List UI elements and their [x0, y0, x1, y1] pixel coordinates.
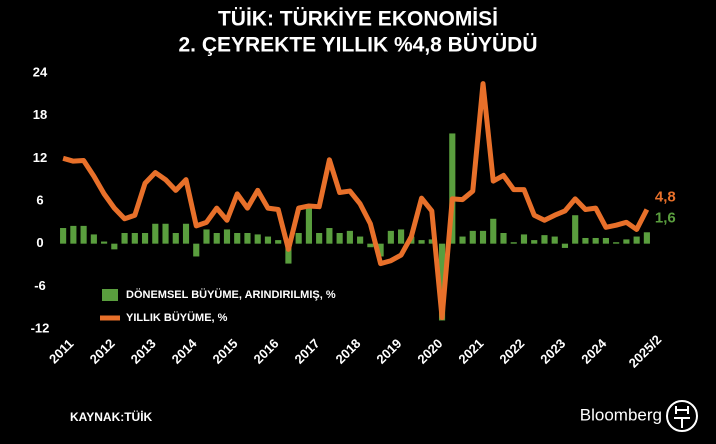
bar [193, 243, 200, 257]
x-tick-label: 2020 [414, 336, 445, 367]
bar [613, 242, 620, 244]
line [62, 81, 650, 321]
y-tick-label: -12 [31, 320, 50, 335]
bar [510, 242, 517, 244]
bar [357, 236, 364, 244]
bar [141, 233, 149, 244]
bar [244, 233, 251, 244]
x-tick-label: 2018 [332, 336, 363, 367]
bar [387, 230, 394, 244]
bar [101, 241, 108, 244]
x-tick-label: 2014 [169, 335, 201, 367]
bar [602, 237, 609, 244]
bar [285, 243, 292, 264]
bar [346, 230, 353, 244]
bar [213, 233, 220, 244]
brand: Bloomberg [580, 405, 662, 424]
bar [623, 239, 630, 244]
bar [520, 234, 528, 244]
x-tick-label: 2012 [87, 336, 118, 367]
bar [305, 206, 312, 244]
bar [111, 243, 118, 250]
bar [490, 218, 497, 244]
bar [398, 229, 405, 244]
bar [377, 243, 384, 257]
bar [60, 228, 67, 244]
legend-label: YILLIK BÜYÜME, % [126, 311, 228, 324]
x-tick-label: 2021 [455, 336, 486, 367]
bar [172, 233, 179, 244]
x-tick-label: 2024 [578, 335, 610, 367]
legend-swatch [102, 289, 118, 301]
bar [295, 233, 302, 244]
bar [203, 229, 210, 244]
bar [336, 233, 343, 244]
bar [152, 223, 159, 244]
chart-title: TÜİK: TÜRKİYE EKONOMİSİ [218, 8, 498, 31]
bar [275, 240, 282, 244]
y-tick-label: 6 [36, 192, 43, 207]
legend-label: DÖNEMSEL BÜYÜME, ARINDIRILMIŞ, % [126, 288, 336, 301]
bar [80, 225, 87, 244]
bar [316, 233, 323, 244]
bar [449, 133, 456, 244]
data-label: 4,8 [655, 189, 676, 206]
bar [326, 228, 333, 244]
bar [418, 240, 425, 244]
brand-logo [666, 400, 698, 432]
x-tick-label: 2017 [292, 336, 323, 367]
bar [551, 236, 558, 244]
chart-subtitle: 2. ÇEYREKTE YILLIK %4,8 BÜYÜDÜ [178, 34, 537, 57]
bar [234, 233, 241, 244]
x-tick-label: 2015 [210, 336, 241, 367]
bar [531, 240, 538, 244]
x-tick-label: 2013 [128, 336, 159, 367]
y-tick-label: 0 [36, 235, 43, 250]
bar [643, 232, 650, 244]
bar [70, 225, 77, 244]
bar [121, 233, 128, 244]
bar [264, 236, 272, 244]
bar [572, 215, 579, 244]
bar [131, 233, 138, 244]
bar [182, 223, 190, 244]
y-tick-label: 24 [33, 64, 48, 79]
bar [561, 243, 569, 248]
bar [459, 236, 466, 244]
source: KAYNAK:TÜİK [70, 409, 153, 424]
data-label: 1,6 [655, 209, 676, 226]
bar [162, 223, 169, 244]
bar [367, 243, 374, 248]
x-tick-label: 2025/2 [626, 332, 665, 371]
bar [438, 243, 446, 321]
bar [254, 234, 261, 244]
x-tick-label: 2019 [373, 336, 404, 367]
bar [428, 239, 435, 244]
x-tick-label: 2022 [496, 336, 527, 367]
y-tick-label: 18 [33, 107, 47, 122]
bar [90, 234, 97, 244]
bar [223, 229, 231, 244]
x-tick-label: 2023 [537, 336, 568, 367]
x-tick-label: 2011 [46, 336, 77, 367]
bar [479, 230, 487, 244]
y-tick-label: -6 [34, 278, 46, 293]
y-tick-label: 12 [33, 150, 47, 165]
bar [592, 237, 599, 244]
bar [500, 233, 507, 244]
bar [633, 236, 640, 244]
bar [469, 230, 476, 244]
bar [541, 235, 548, 244]
bar [582, 237, 589, 244]
x-tick-label: 2016 [251, 336, 282, 367]
